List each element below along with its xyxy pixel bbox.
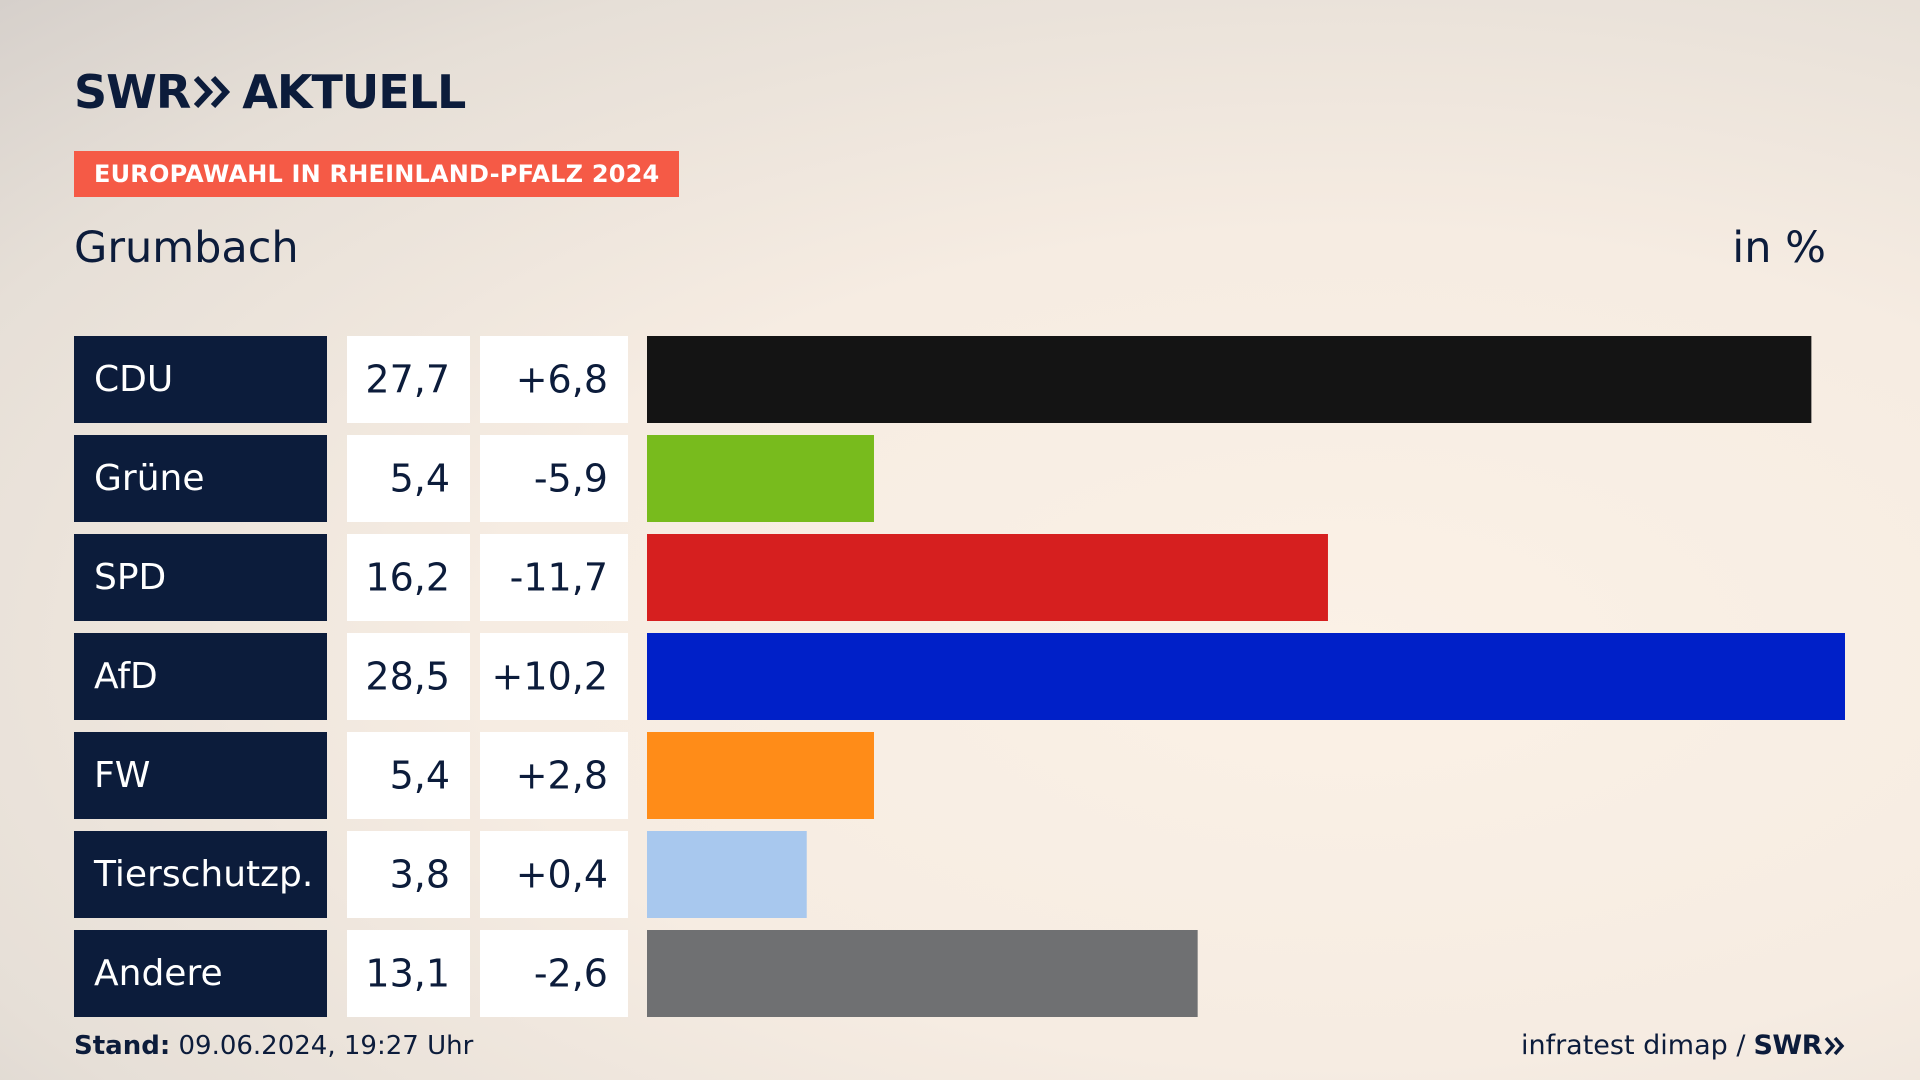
value-box-andere <box>347 930 470 1017</box>
party-label-afd: AfD <box>94 656 158 697</box>
source-credit: infratest dimap / SWR <box>1521 1030 1846 1062</box>
change-box-cdu <box>480 336 628 423</box>
party-label-grne: Grüne <box>94 458 204 499</box>
party-label-spd: SPD <box>94 557 166 598</box>
change-label-cdu: +6,8 <box>516 358 608 402</box>
change-label-andere: -2,6 <box>534 952 608 996</box>
value-box-grne <box>347 435 470 522</box>
unit-label: in % <box>1732 223 1826 273</box>
logo-swr-text: SWR <box>74 65 191 119</box>
change-label-afd: +10,2 <box>492 655 608 699</box>
change-label-fw: +2,8 <box>516 754 608 798</box>
party-label-tierschutzp: Tierschutzp. <box>93 854 313 895</box>
double-chevron-icon <box>194 75 231 109</box>
value-label-andere: 13,1 <box>365 952 450 996</box>
change-box-tierschutzp <box>480 831 628 918</box>
value-label-fw: 5,4 <box>390 754 450 798</box>
bar-afd <box>647 633 1845 720</box>
change-box-grne <box>480 435 628 522</box>
bar-fw <box>647 732 874 819</box>
change-label-tierschutzp: +0,4 <box>516 853 608 897</box>
party-label-box-andere <box>74 930 327 1017</box>
bar-spd <box>647 534 1328 621</box>
change-label-grne: -5,9 <box>534 457 608 501</box>
value-label-cdu: 27,7 <box>365 358 450 402</box>
change-box-andere <box>480 930 628 1017</box>
source-chevron-icon <box>1824 1036 1845 1056</box>
party-label-fw: FW <box>94 755 150 796</box>
change-box-fw <box>480 732 628 819</box>
source-text: infratest dimap / <box>1520 1030 1746 1061</box>
party-label-box-cdu <box>74 336 327 423</box>
party-label-box-grne <box>74 435 327 522</box>
swr-aktuell-logo: SWR AKTUELL <box>74 65 466 119</box>
value-box-spd <box>347 534 470 621</box>
bar-grne <box>647 435 874 522</box>
place-title: Grumbach <box>74 223 299 273</box>
party-label-box-fw <box>74 732 327 819</box>
value-box-cdu <box>347 336 470 423</box>
value-label-afd: 28,5 <box>365 655 450 699</box>
source-swr-logo: SWR <box>1753 1030 1822 1061</box>
timestamp-value: 09.06.2024, 19:27 Uhr <box>178 1031 474 1061</box>
party-label-box-tierschutzp <box>74 831 327 918</box>
value-label-tierschutzp: 3,8 <box>390 853 450 897</box>
election-banner: EUROPAWAHL IN RHEINLAND-PFALZ 2024 <box>74 151 680 197</box>
value-box-tierschutzp <box>347 831 470 918</box>
value-label-spd: 16,2 <box>365 556 450 600</box>
value-label-grne: 5,4 <box>390 457 450 501</box>
timestamp: Stand: 09.06.2024, 19:27 Uhr <box>74 1030 473 1062</box>
party-label-box-spd <box>74 534 327 621</box>
party-label-andere: Andere <box>94 953 223 994</box>
bar-tierschutzp <box>647 831 807 918</box>
logo-aktuell-text: AKTUELL <box>242 65 466 119</box>
change-label-spd: -11,7 <box>510 556 608 600</box>
value-box-afd <box>347 633 470 720</box>
timestamp-label: Stand: <box>74 1031 171 1061</box>
party-label-box-afd <box>74 633 327 720</box>
value-box-fw <box>347 732 470 819</box>
bar-cdu <box>647 336 1812 423</box>
party-label-cdu: CDU <box>94 359 173 400</box>
change-box-afd <box>480 633 628 720</box>
bar-andere <box>647 930 1198 1017</box>
change-box-spd <box>480 534 628 621</box>
